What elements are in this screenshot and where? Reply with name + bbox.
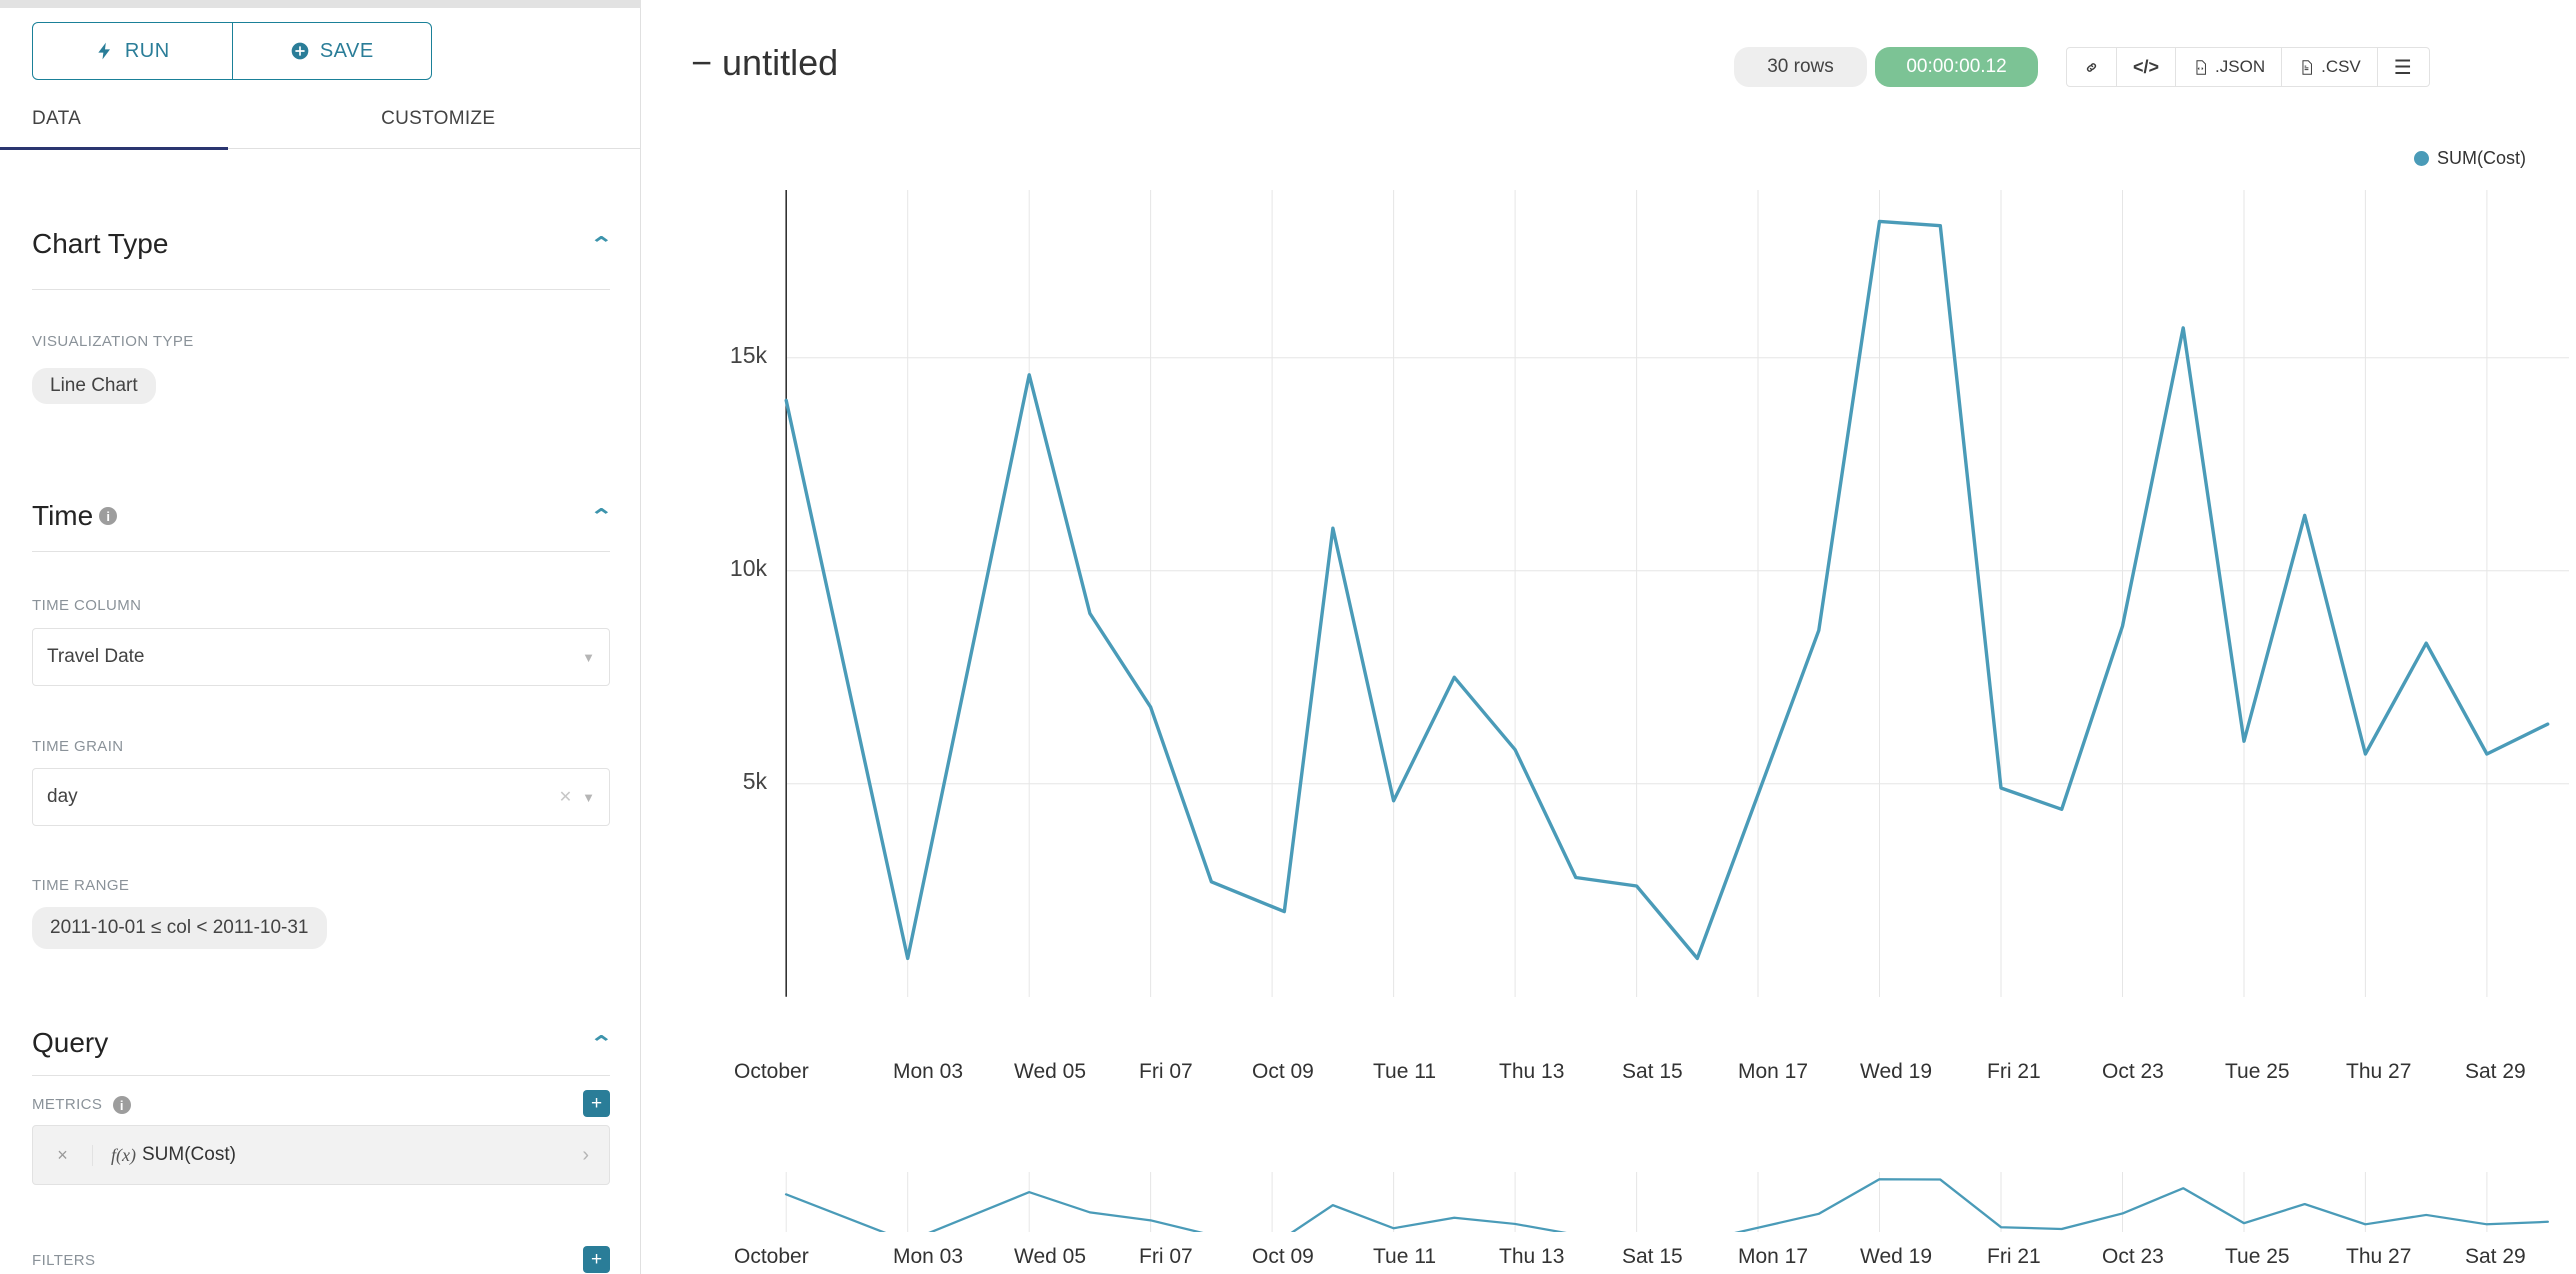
svg-text:5k: 5k <box>743 768 768 794</box>
svg-text:10k: 10k <box>730 555 768 581</box>
svg-text:15k: 15k <box>730 342 768 368</box>
